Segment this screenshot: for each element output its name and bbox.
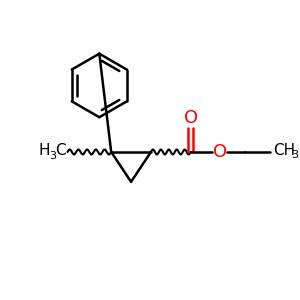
Text: H: H <box>38 143 50 158</box>
Text: 3: 3 <box>291 150 298 160</box>
Text: CH: CH <box>273 143 295 158</box>
Text: O: O <box>213 143 227 161</box>
Text: 3: 3 <box>50 151 57 161</box>
Text: C: C <box>56 143 66 158</box>
Text: O: O <box>184 109 198 127</box>
